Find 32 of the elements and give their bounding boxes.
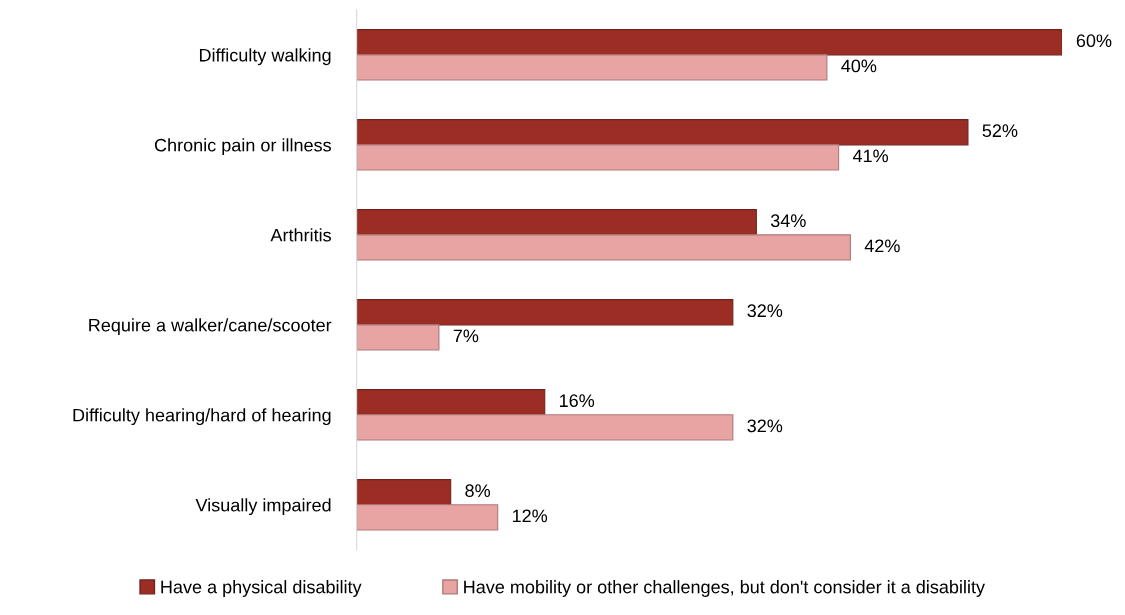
bar: [356, 234, 851, 261]
bar: [356, 324, 440, 351]
legend-label: Have mobility or other challenges, but don't consider it a disability: [464, 580, 985, 597]
bar: [356, 29, 1062, 56]
data-label: 34%: [770, 214, 806, 228]
bar: [356, 119, 969, 146]
bar: [356, 389, 546, 416]
data-label: 8%: [465, 484, 491, 498]
bar: [356, 299, 734, 326]
y-tick-label: Difficulty hearing/hard of hearing: [73, 408, 331, 426]
data-label: 52%: [982, 124, 1018, 138]
data-label: 40%: [841, 59, 877, 73]
data-label: 42%: [864, 239, 900, 253]
y-tick-label: Arthritis: [270, 228, 331, 242]
y-tick-label: Difficulty walking: [199, 48, 331, 66]
bar: [356, 504, 499, 531]
data-label: 16%: [559, 394, 595, 408]
data-label: 32%: [747, 304, 783, 318]
bar: [356, 479, 452, 506]
data-label: 41%: [852, 149, 889, 163]
data-label: 60%: [1076, 34, 1112, 48]
bar: [356, 414, 734, 441]
bar: [356, 144, 840, 171]
y-tick-label: Require a walker/cane/scooter: [89, 318, 332, 336]
bar: [356, 209, 757, 236]
y-tick-label: Visually impaired: [195, 498, 331, 516]
data-label: 7%: [453, 329, 479, 343]
bar: [356, 54, 828, 81]
data-label: 12%: [512, 509, 548, 523]
legend-label: Have a physical disability: [161, 580, 362, 597]
data-label: 32%: [747, 419, 783, 433]
y-tick-label: Chronic pain or illness: [154, 138, 331, 156]
